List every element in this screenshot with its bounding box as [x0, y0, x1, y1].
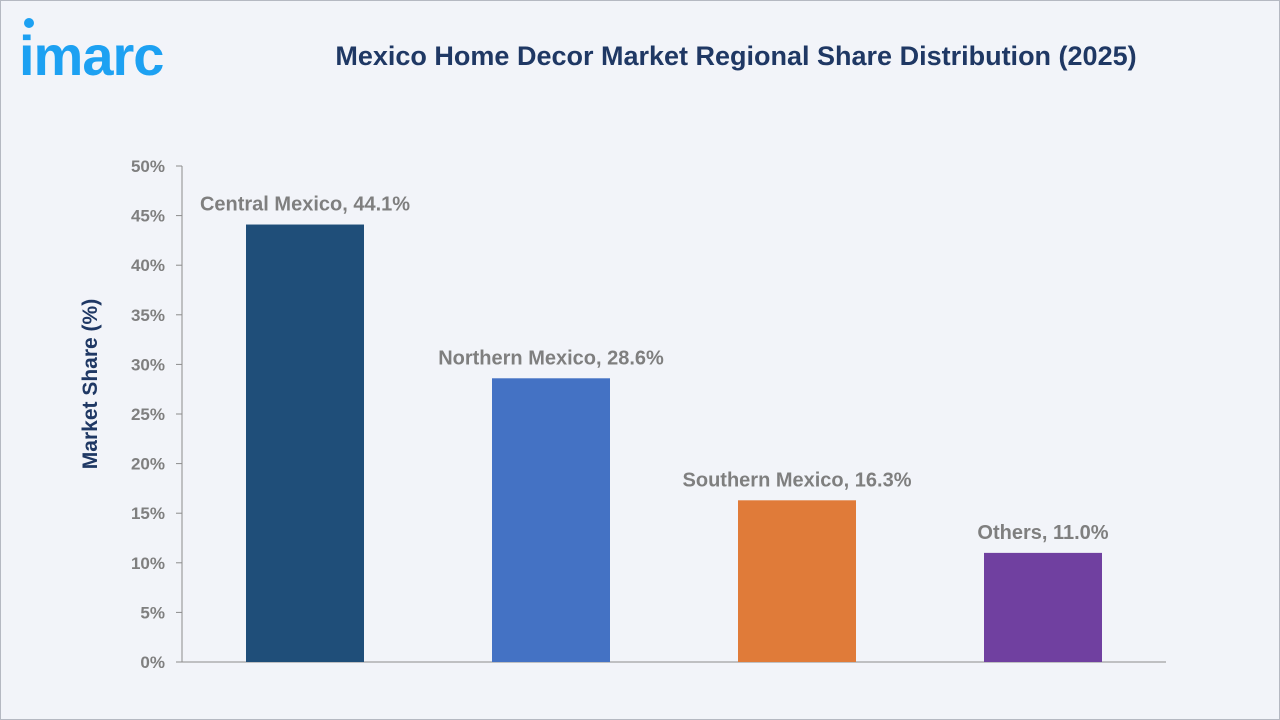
y-tick-label: 40%	[131, 256, 165, 275]
y-tick-label: 35%	[131, 306, 165, 325]
y-tick-label: 0%	[140, 653, 165, 672]
chart-title: Mexico Home Decor Market Regional Share …	[335, 41, 1137, 71]
y-axis: 0% 5% 10% 15% 20% 25% 30% 35% 40% 45% 50%	[131, 157, 1166, 672]
imarc-logo: imarc	[21, 17, 203, 79]
y-tick-label: 30%	[131, 355, 165, 374]
bars	[246, 224, 1102, 662]
data-labels: Central Mexico, 44.1% Northern Mexico, 28…	[200, 194, 1109, 544]
y-tick-label: 5%	[140, 603, 165, 622]
data-label: Others, 11.0%	[977, 522, 1108, 544]
bar-northern-mexico	[492, 378, 610, 662]
data-label: Southern Mexico, 16.3%	[683, 469, 912, 491]
y-tick-label: 20%	[131, 455, 165, 474]
bar-southern-mexico	[738, 500, 856, 662]
y-tick-label: 50%	[131, 157, 165, 176]
data-label: Northern Mexico, 28.6%	[438, 347, 664, 369]
imarc-logo-mark: imarc	[21, 18, 164, 79]
y-tick-label: 45%	[131, 207, 165, 226]
y-tick-label: 15%	[131, 504, 165, 523]
data-label: Central Mexico, 44.1%	[200, 194, 410, 216]
bar-central-mexico	[246, 224, 364, 662]
svg-text:imarc: imarc	[21, 24, 163, 79]
bar-others	[984, 552, 1102, 662]
y-tick-label: 25%	[131, 405, 165, 424]
y-tick-label: 10%	[131, 554, 165, 573]
y-axis-label: Market Share (%)	[79, 299, 102, 469]
